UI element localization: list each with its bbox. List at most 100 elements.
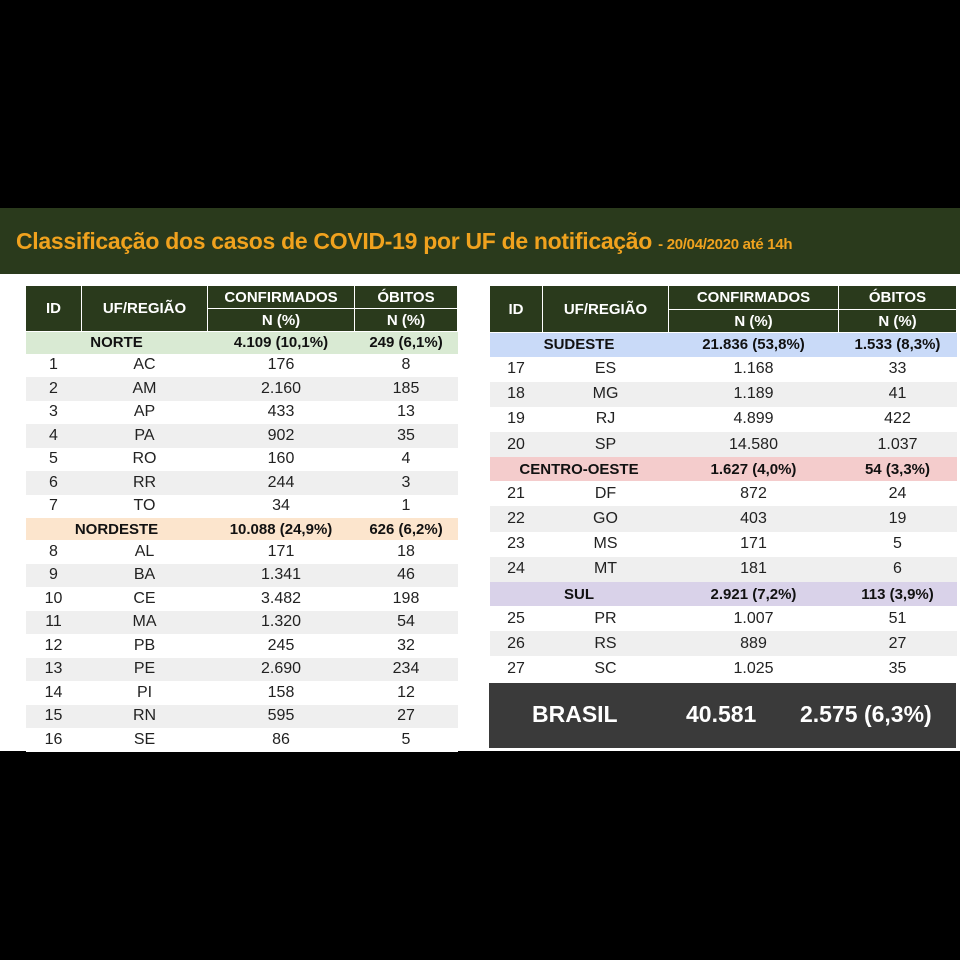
cell-id: 18	[489, 381, 543, 407]
cell-id: 24	[489, 556, 543, 582]
region-confirmados: 4.109 (10,1%)	[207, 331, 355, 354]
cell-id: 23	[489, 531, 543, 557]
cell-confirmados: 181	[668, 556, 839, 582]
region-obitos: 113 (3,9%)	[838, 582, 957, 606]
cell-uf: PA	[81, 424, 208, 448]
cell-uf: SE	[81, 728, 208, 752]
cell-confirmados: 4.899	[668, 406, 839, 433]
cell-confirmados: 433	[207, 400, 355, 424]
cell-uf: DF	[542, 481, 669, 507]
cell-confirmados: 902	[207, 424, 355, 448]
table-row: 6 RR 244 3	[25, 471, 458, 495]
cell-uf: PI	[81, 681, 208, 705]
subtitle-text: - 20/04/2020 até 14h	[658, 236, 793, 253]
cell-obitos: 35	[354, 424, 458, 448]
cell-uf: MG	[542, 381, 669, 407]
table-row: 9 BA 1.341 46	[25, 563, 458, 587]
cell-confirmados: 171	[668, 531, 839, 557]
cell-confirmados: 171	[207, 540, 355, 564]
table-row: 14 PI 158 12	[25, 681, 458, 705]
cell-id: 8	[25, 540, 82, 564]
table-row: 4 PA 902 35	[25, 424, 458, 448]
total-obitos: 2.575 (6,3%)	[800, 701, 932, 727]
region-name: CENTRO-OESTE	[489, 457, 669, 482]
cell-obitos: 3	[354, 471, 458, 495]
cell-uf: RN	[81, 704, 208, 728]
cell-confirmados: 1.025	[668, 656, 839, 682]
cell-confirmados: 2.160	[207, 377, 355, 401]
cell-uf: BA	[81, 563, 208, 587]
header-uf: UF/REGIÃO	[81, 285, 208, 332]
header-confirmados: CONFIRMADOS	[668, 285, 839, 310]
header-uf: UF/REGIÃO	[542, 285, 669, 333]
cell-obitos: 24	[838, 481, 957, 507]
cell-confirmados: 158	[207, 681, 355, 705]
table-row: 17 ES 1.168 33	[489, 356, 957, 382]
cell-uf: TO	[81, 494, 208, 518]
table-row: 3 AP 433 13	[25, 400, 458, 424]
cell-id: 7	[25, 494, 82, 518]
cell-id: 10	[25, 587, 82, 611]
table-row: 25 PR 1.007 51	[489, 606, 957, 632]
left-table-body: NORTE 4.109 (10,1%) 249 (6,1%) 1 AC 176 8 2 AM 2.…	[25, 331, 458, 752]
table-row: 2 AM 2.160 185	[25, 377, 458, 401]
table-row: 15 RN 595 27	[25, 704, 458, 728]
table-row: 22 GO 403 19	[489, 506, 957, 532]
cell-id: 6	[25, 471, 82, 495]
cell-id: 3	[25, 400, 82, 424]
cell-uf: SP	[542, 432, 669, 458]
cell-uf: SC	[542, 656, 669, 682]
region-obitos: 54 (3,3%)	[838, 457, 957, 482]
region-obitos: 249 (6,1%)	[354, 331, 458, 354]
cell-uf: RO	[81, 447, 208, 471]
region-confirmados: 2.921 (7,2%)	[668, 582, 839, 606]
cell-obitos: 54	[354, 610, 458, 634]
table-row: 24 MT 181 6	[489, 556, 957, 582]
cell-id: 22	[489, 506, 543, 532]
cell-uf: MA	[81, 610, 208, 634]
region-row: SUL 2.921 (7,2%) 113 (3,9%)	[489, 582, 957, 606]
table-row: 20 SP 14.580 1.037	[489, 432, 957, 458]
cell-uf: GO	[542, 506, 669, 532]
table-row: 27 SC 1.025 35	[489, 656, 957, 682]
cell-id: 11	[25, 610, 82, 634]
header-id: ID	[25, 285, 82, 332]
cell-uf: ES	[542, 356, 669, 382]
cell-obitos: 27	[354, 704, 458, 728]
header-obitos-npct: N (%)	[838, 309, 957, 333]
table-row: 18 MG 1.189 41	[489, 381, 957, 407]
cell-id: 17	[489, 356, 543, 382]
cell-confirmados: 244	[207, 471, 355, 495]
cell-uf: PR	[542, 606, 669, 632]
header-obitos: ÓBITOS	[838, 285, 957, 310]
table-row: 21 DF 872 24	[489, 481, 957, 507]
cell-uf: AM	[81, 377, 208, 401]
cell-obitos: 19	[838, 506, 957, 532]
header-confirmados-npct: N (%)	[207, 308, 355, 332]
cell-obitos: 6	[838, 556, 957, 582]
cell-obitos: 234	[354, 657, 458, 681]
region-row: NORDESTE 10.088 (24,9%) 626 (6,2%)	[25, 518, 458, 540]
title-text: Classificação dos casos de COVID-19 por …	[16, 228, 653, 254]
region-name: NORTE	[25, 331, 208, 354]
region-obitos: 626 (6,2%)	[354, 518, 458, 540]
table-row: 12 PB 245 32	[25, 634, 458, 658]
cell-id: 12	[25, 634, 82, 658]
cell-confirmados: 2.690	[207, 657, 355, 681]
header-id: ID	[489, 285, 543, 333]
table-row: 1 AC 176 8	[25, 353, 458, 377]
region-confirmados: 10.088 (24,9%)	[207, 518, 355, 540]
cell-uf: PB	[81, 634, 208, 658]
cell-confirmados: 889	[668, 631, 839, 657]
cell-confirmados: 403	[668, 506, 839, 532]
cell-uf: PE	[81, 657, 208, 681]
table-row: 8 AL 171 18	[25, 540, 458, 564]
region-row: CENTRO-OESTE 1.627 (4,0%) 54 (3,3%)	[489, 457, 957, 482]
cell-confirmados: 1.007	[668, 606, 839, 632]
cell-uf: RS	[542, 631, 669, 657]
cell-confirmados: 872	[668, 481, 839, 507]
cell-obitos: 51	[838, 606, 957, 632]
header-confirmados: CONFIRMADOS	[207, 285, 355, 309]
cell-confirmados: 595	[207, 704, 355, 728]
cell-id: 5	[25, 447, 82, 471]
